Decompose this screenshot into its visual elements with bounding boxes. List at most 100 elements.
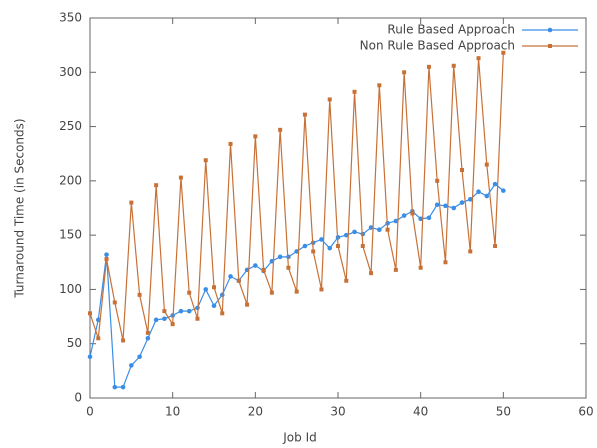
point — [170, 322, 175, 327]
point — [476, 56, 481, 61]
point — [112, 384, 118, 390]
point — [129, 200, 134, 205]
legend-marker — [547, 27, 553, 33]
point — [377, 227, 382, 233]
x-tick-label: 30 — [330, 405, 345, 419]
point — [96, 336, 101, 341]
point — [87, 354, 93, 360]
x-axis-label: Job Id — [282, 431, 316, 445]
point — [401, 213, 407, 218]
y-tick-label: 100 — [59, 282, 82, 296]
point — [501, 50, 506, 55]
point — [104, 252, 109, 257]
point — [178, 175, 183, 180]
x-tick-label: 20 — [248, 405, 263, 419]
point — [344, 278, 349, 283]
point — [153, 317, 159, 323]
plot-frame — [89, 17, 587, 399]
point — [393, 218, 399, 224]
point — [261, 267, 266, 272]
point — [460, 168, 464, 172]
point — [186, 308, 192, 314]
point — [418, 265, 423, 270]
point — [294, 249, 299, 254]
point — [286, 265, 291, 270]
point — [459, 200, 465, 205]
x-tick-label: 0 — [86, 405, 94, 419]
point — [368, 225, 374, 230]
point — [162, 316, 167, 322]
legend-label: Rule Based Approach — [387, 23, 515, 37]
point — [112, 300, 117, 305]
y-axis-label: Turnaround Time (in Seconds) — [13, 118, 27, 298]
point — [245, 302, 250, 307]
point — [385, 227, 390, 232]
point — [145, 335, 151, 341]
point — [402, 70, 407, 75]
point — [120, 384, 126, 390]
point — [302, 243, 308, 249]
point — [377, 83, 382, 88]
point — [476, 189, 481, 195]
point — [145, 330, 150, 335]
point — [434, 202, 440, 208]
legend-marker — [548, 44, 552, 48]
point — [327, 97, 332, 102]
point — [311, 249, 316, 254]
point — [336, 244, 340, 248]
point — [467, 197, 473, 202]
y-tick-label: 350 — [59, 11, 82, 25]
point — [493, 244, 498, 248]
y-tick-label: 150 — [59, 228, 82, 242]
point — [418, 216, 423, 222]
point — [369, 271, 374, 276]
point — [187, 290, 192, 295]
point — [236, 278, 241, 283]
point — [484, 193, 490, 199]
y-tick-label: 50 — [67, 336, 82, 350]
point — [228, 274, 233, 279]
point — [492, 181, 498, 187]
point — [352, 89, 357, 94]
point — [269, 290, 274, 295]
point — [203, 158, 208, 163]
point — [211, 303, 217, 309]
point — [484, 162, 489, 167]
point — [178, 308, 184, 314]
point — [443, 260, 448, 265]
point — [327, 245, 333, 251]
x-tick-label: 40 — [413, 405, 428, 419]
point — [451, 205, 457, 211]
point — [319, 237, 324, 242]
point — [219, 292, 225, 298]
point — [468, 249, 473, 254]
y-tick-label: 0 — [74, 391, 82, 405]
point — [360, 244, 365, 248]
legend-label: Non Rule Based Approach — [360, 39, 515, 53]
point — [253, 134, 258, 139]
series-line — [89, 52, 504, 341]
y-tick-label: 200 — [59, 173, 82, 187]
point — [278, 127, 283, 132]
point — [294, 289, 299, 294]
point — [426, 215, 432, 221]
point — [435, 178, 440, 183]
point — [195, 316, 200, 321]
x-tick-label: 50 — [496, 405, 511, 419]
point — [352, 229, 357, 235]
point — [129, 363, 134, 368]
point — [104, 257, 109, 262]
point — [212, 285, 216, 290]
x-tick-label: 10 — [165, 405, 180, 419]
point — [203, 287, 209, 292]
point — [95, 317, 101, 323]
point — [302, 112, 307, 117]
point — [137, 354, 142, 360]
point — [253, 263, 258, 268]
point — [228, 141, 233, 146]
point — [451, 63, 456, 68]
point — [121, 338, 126, 343]
y-tick-label: 300 — [59, 65, 82, 79]
point — [277, 254, 283, 260]
